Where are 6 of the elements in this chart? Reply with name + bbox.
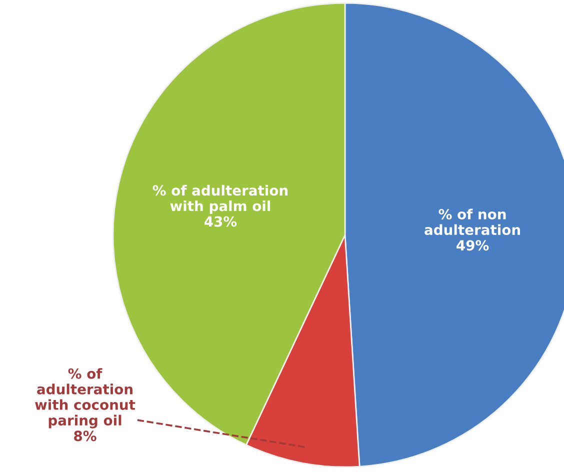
data-label: 8% bbox=[74, 430, 96, 442]
data-label: 43% bbox=[204, 216, 237, 227]
slice-label: % of adulteration with palm oil bbox=[152, 184, 288, 214]
slice-label: % of non adulteration bbox=[424, 208, 520, 236]
data-label: 49% bbox=[456, 240, 489, 251]
slice-label: % of adulteration with coconut paring oil bbox=[35, 368, 136, 428]
